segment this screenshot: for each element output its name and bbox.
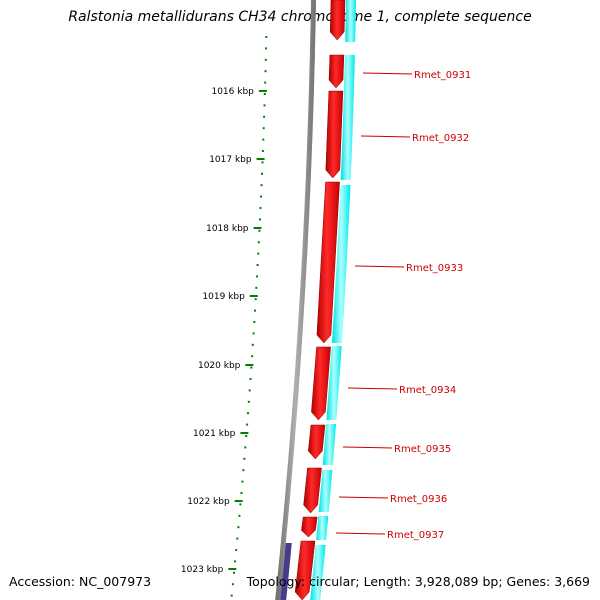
scale-major-tick (249, 295, 258, 297)
scale-label: 1022 kbp (187, 497, 230, 507)
gene-label-leader (362, 72, 413, 75)
reverse-cds-block (345, 0, 356, 42)
forward-cds-arrow (329, 0, 346, 41)
reverse-cds-block (316, 516, 329, 540)
accession-text: Accession: NC_007973 (9, 574, 152, 589)
scale-ticks (228, 36, 268, 597)
reverse-cds-block (331, 185, 351, 343)
gene-label: Rmet_0933 (406, 263, 463, 274)
forward-cds-arrow (308, 424, 326, 460)
genome-summary-text: Topology: circular; Length: 3,928,089 bp… (246, 574, 590, 589)
reverse-cds-block (318, 470, 333, 512)
forward-cds-arrow (316, 181, 340, 344)
scale-label: 1016 kbp (211, 87, 254, 97)
forward-cds-arrow (328, 54, 345, 89)
scale-major-tick (256, 158, 265, 160)
gene-label: Rmet_0934 (399, 385, 456, 396)
forward-strand-track (294, 0, 346, 600)
forward-cds-arrow (311, 346, 331, 421)
gene-label-leader (342, 446, 393, 449)
backbone-ring (275, 0, 316, 600)
gene-label-leader (335, 532, 386, 535)
gene-label: Rmet_0935 (394, 444, 451, 455)
forward-cds-arrow (301, 516, 318, 538)
reverse-cds-block (310, 545, 326, 600)
scale-label: 1018 kbp (206, 224, 249, 234)
scale-major-tick (234, 500, 243, 502)
gene-label-leader (354, 265, 405, 268)
scale-major-tick (258, 90, 267, 92)
scale-major-tick (228, 568, 237, 570)
reverse-cds-block (340, 55, 355, 180)
scale-label: 1017 kbp (209, 155, 252, 165)
other-feature-block (280, 543, 292, 600)
forward-cds-arrow (325, 90, 344, 179)
forward-cds-arrow (294, 540, 316, 600)
gene-label-leader (347, 387, 398, 390)
reverse-cds-block (326, 346, 342, 420)
map-title: Ralstonia metallidurans CH34 chromosome … (68, 9, 532, 25)
gene-label: Rmet_0931 (414, 70, 471, 81)
gene-label-leader (360, 135, 411, 138)
reverse-cds-block (322, 424, 337, 465)
gene-label: Rmet_0936 (390, 494, 447, 505)
gene-label: Rmet_0932 (412, 133, 469, 144)
scale-label: 1020 kbp (198, 361, 241, 371)
gene-label: Rmet_0937 (387, 530, 444, 541)
gene-labels: Rmet_0931 Rmet_0932 Rmet_0933 Rmet_0934 Rmet… (335, 70, 471, 541)
reverse-strand-track (280, 0, 356, 600)
scale-major-tick (253, 227, 262, 229)
gene-label-leader (338, 496, 389, 499)
scale-label: 1019 kbp (202, 292, 245, 302)
scale-label: 1023 kbp (181, 565, 224, 575)
scale-label: 1021 kbp (193, 429, 236, 439)
scale-major-tick (240, 432, 249, 434)
scale-labels: 1016 kbp 1017 kbp 1018 kbp 1019 kbp 1020 kbp… (181, 87, 254, 575)
scale-major-tick (245, 364, 254, 366)
forward-cds-arrow (303, 467, 322, 514)
